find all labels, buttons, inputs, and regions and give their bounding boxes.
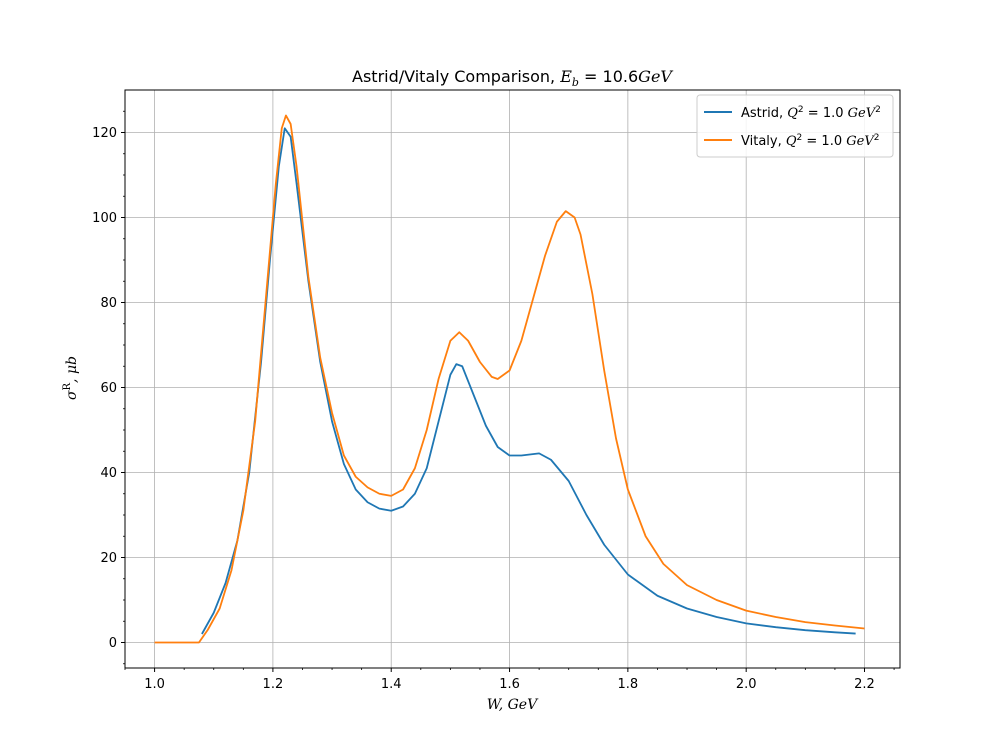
x-tick-label: 1.4 — [381, 677, 402, 692]
chart-title: Astrid/Vitaly Comparison, Eb = 10.6GeV — [352, 67, 673, 89]
y-label-sup: R — [62, 382, 73, 390]
series-line-vitaly — [154, 114, 865, 644]
y-tick-label: 0 — [109, 636, 117, 651]
legend-astrid-q: Q — [787, 106, 798, 121]
y-label-symbol: σ — [64, 390, 80, 400]
grid-lines — [125, 90, 900, 668]
y-label-rest: , μb — [64, 356, 80, 383]
y-tick-label: 60 — [100, 381, 117, 396]
legend: Astrid, Q2 = 1.0 GeV2 Vitaly, Q2 = 1.0 G… — [696, 94, 894, 158]
x-tick-label: 1.6 — [499, 677, 520, 692]
legend-label-vitaly: Vitaly, Q2 = 1.0 GeV2 — [741, 133, 879, 149]
legend-astrid-text: Astrid, — [741, 106, 787, 121]
x-tick-label: 2.2 — [854, 677, 875, 692]
x-tick-label: 2.0 — [736, 677, 757, 692]
series-line-astrid — [201, 127, 856, 635]
legend-astrid-q-sup: 2 — [798, 105, 804, 115]
axes: 1.0 1.2 1.4 1.6 1.8 2.0 2.2 0 20 40 60 80 100 120 — [92, 89, 901, 692]
legend-box — [696, 94, 894, 158]
legend-vitaly-unit: GeV — [846, 134, 875, 149]
axes-frame — [124, 89, 901, 669]
title-math-unit: GeV — [638, 67, 673, 86]
x-tick-label: 1.8 — [618, 677, 639, 692]
title-math-rest: = 10.6 — [579, 67, 638, 86]
legend-vitaly-q-sup: 2 — [797, 133, 803, 143]
y-axis-label: σR, μb — [62, 356, 80, 400]
y-tick-label: 80 — [100, 296, 117, 311]
title-math-var: E — [559, 67, 572, 86]
legend-vitaly-unit-sup: 2 — [874, 133, 880, 143]
legend-astrid-rest: = 1.0 — [804, 106, 848, 121]
y-tick-label: 20 — [100, 551, 117, 566]
legend-vitaly-q: Q — [786, 134, 797, 149]
title-math-sub: b — [572, 76, 579, 89]
legend-vitaly-text: Vitaly, — [741, 134, 786, 149]
title-prefix: Astrid/Vitaly Comparison, — [352, 67, 560, 86]
legend-astrid-unit: GeV — [848, 106, 877, 121]
legend-astrid-unit-sup: 2 — [875, 105, 881, 115]
y-tick-label: 40 — [100, 466, 117, 481]
x-tick-label: 1.2 — [263, 677, 284, 692]
series-lines — [154, 114, 865, 644]
legend-vitaly-rest: = 1.0 — [802, 134, 846, 149]
x-axis-label: W, GeV — [487, 697, 539, 713]
legend-label-astrid: Astrid, Q2 = 1.0 GeV2 — [741, 105, 881, 121]
y-tick-label: 100 — [92, 211, 117, 226]
y-tick-label: 120 — [92, 126, 117, 141]
x-tick-label: 1.0 — [144, 677, 165, 692]
